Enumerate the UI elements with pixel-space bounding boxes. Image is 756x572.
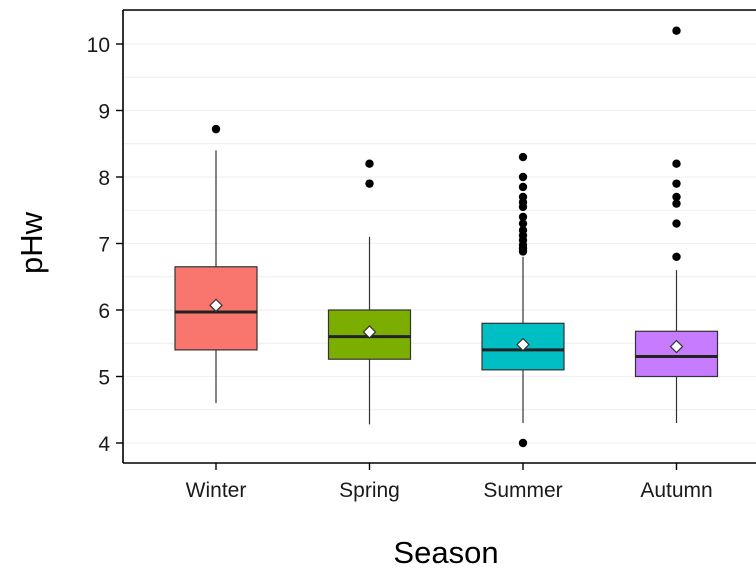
box-winter <box>174 124 258 404</box>
mean-marker <box>669 339 684 354</box>
y-ticks: 4 5 6 7 8 9 10 <box>87 34 123 456</box>
outlier-point <box>672 252 681 261</box>
outlier-point <box>518 182 528 192</box>
outlier-point <box>518 192 528 202</box>
y-tick-label: 6 <box>98 300 110 323</box>
outlier-point <box>211 124 221 134</box>
axes <box>122 9 756 464</box>
outlier-point <box>672 199 681 208</box>
x-tick-label: Summer <box>483 479 562 502</box>
outlier-point <box>672 219 681 228</box>
outlier-point <box>518 438 528 448</box>
box-autumn <box>634 26 719 424</box>
outlier-point <box>365 159 374 168</box>
mean-marker <box>362 325 377 339</box>
y-tick-label: 5 <box>98 367 110 390</box>
outlier-point <box>518 172 528 182</box>
outlier-point <box>518 152 528 162</box>
y-tick-label: 9 <box>98 101 110 124</box>
x-tick-label: Spring <box>339 479 400 502</box>
outlier-point <box>518 219 528 228</box>
box-spring <box>327 159 412 425</box>
gridlines <box>123 10 756 444</box>
x-axis-title: Season <box>393 535 498 570</box>
y-tick-label: 8 <box>98 167 110 190</box>
outlier-point <box>672 192 681 202</box>
outlier-point <box>365 179 374 188</box>
boxplot-series <box>174 26 719 448</box>
mean-marker <box>516 337 530 352</box>
x-tick-label: Winter <box>186 479 247 502</box>
outlier-point <box>672 159 681 168</box>
iqr-box <box>634 330 719 378</box>
mean-marker <box>209 298 223 313</box>
y-tick-label: 4 <box>98 433 110 456</box>
outlier-point <box>672 179 681 188</box>
outlier-point <box>518 212 528 222</box>
outlier-point <box>672 26 681 35</box>
y-axis-title: pHw <box>14 211 49 274</box>
x-tick-label: Autumn <box>640 479 712 502</box>
box-summer <box>481 152 565 448</box>
y-tick-label: 10 <box>87 34 110 57</box>
y-tick-label: 7 <box>98 234 110 257</box>
x-ticks: Winter Spring Summer Autumn <box>186 463 713 502</box>
outlier-point <box>518 226 528 235</box>
